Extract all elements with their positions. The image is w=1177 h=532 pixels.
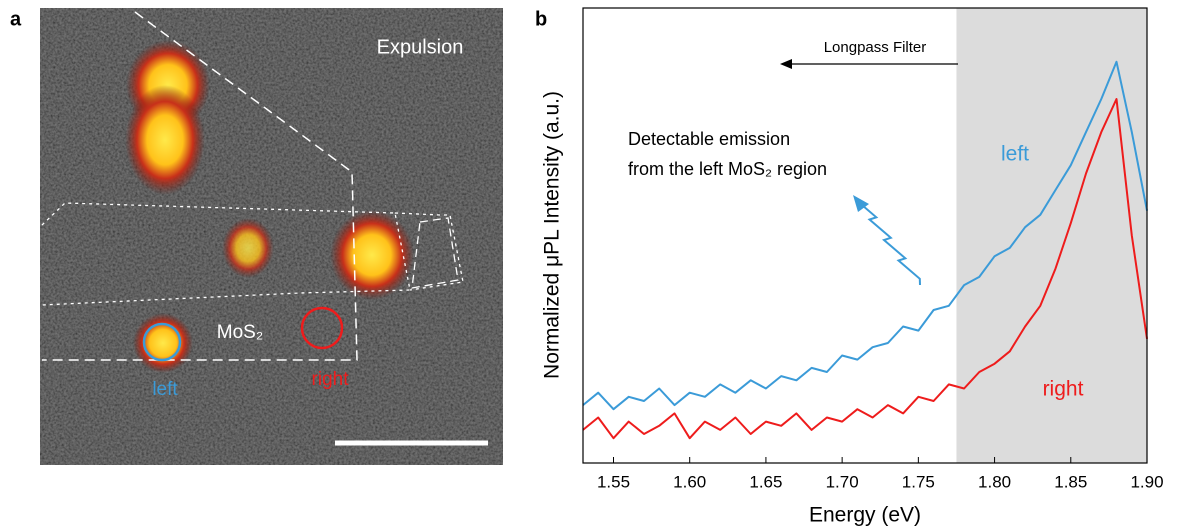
- flake-outline: [41, 202, 411, 306]
- x-tick-label: 1.80: [978, 472, 1011, 491]
- axes-frame: [582, 7, 1148, 464]
- x-tick-label: 1.65: [749, 472, 782, 491]
- emission-annotation: from the left MoS₂ region: [628, 159, 827, 179]
- x-tick-label: 1.55: [597, 472, 630, 491]
- x-tick-label: 1.85: [1054, 472, 1087, 491]
- x-tick-label: 1.70: [826, 472, 859, 491]
- right-label: right: [312, 369, 350, 390]
- emission-spot: [330, 210, 414, 300]
- left-marker: [142, 322, 182, 362]
- filter-region: [956, 8, 1147, 463]
- flake-outline: [411, 217, 459, 289]
- panel-label: b: [535, 8, 547, 30]
- emission-arrowhead: [853, 195, 869, 212]
- emission-wave: [854, 198, 921, 286]
- x-tick-label: 1.90: [1130, 472, 1163, 491]
- x-tick-label: 1.75: [902, 472, 935, 491]
- legend-label: right: [1043, 378, 1084, 401]
- emission-spot: [125, 85, 205, 195]
- filter-annotation: Longpass Filter: [824, 39, 927, 56]
- x-axis-label: Energy (eV): [809, 504, 921, 527]
- emission-annotation: Detectable emission: [628, 129, 790, 149]
- emission-spot: [133, 313, 193, 373]
- image-title: Expulsion: [377, 36, 464, 58]
- filter-arrowhead: [780, 59, 792, 69]
- flake-outline: [42, 11, 358, 361]
- spectrum-line: [582, 60, 1148, 411]
- spectrum-line: [582, 98, 1148, 440]
- x-tick-label: 1.60: [673, 472, 706, 491]
- plot: 1.55 1.60 1.65 1.70 1.75 1.80 1.85 1.90 Energy (…: [541, 7, 1164, 527]
- legend-label: left: [1001, 143, 1029, 166]
- emission-spot: [222, 218, 274, 278]
- material-label: MoS₂: [217, 322, 263, 343]
- panel-label: a: [10, 8, 22, 30]
- right-marker: [300, 306, 344, 350]
- flake-outline: [394, 212, 464, 291]
- left-label: left: [152, 379, 178, 400]
- y-axis-label: Normalized μPL Intensity (a.u.): [541, 91, 564, 379]
